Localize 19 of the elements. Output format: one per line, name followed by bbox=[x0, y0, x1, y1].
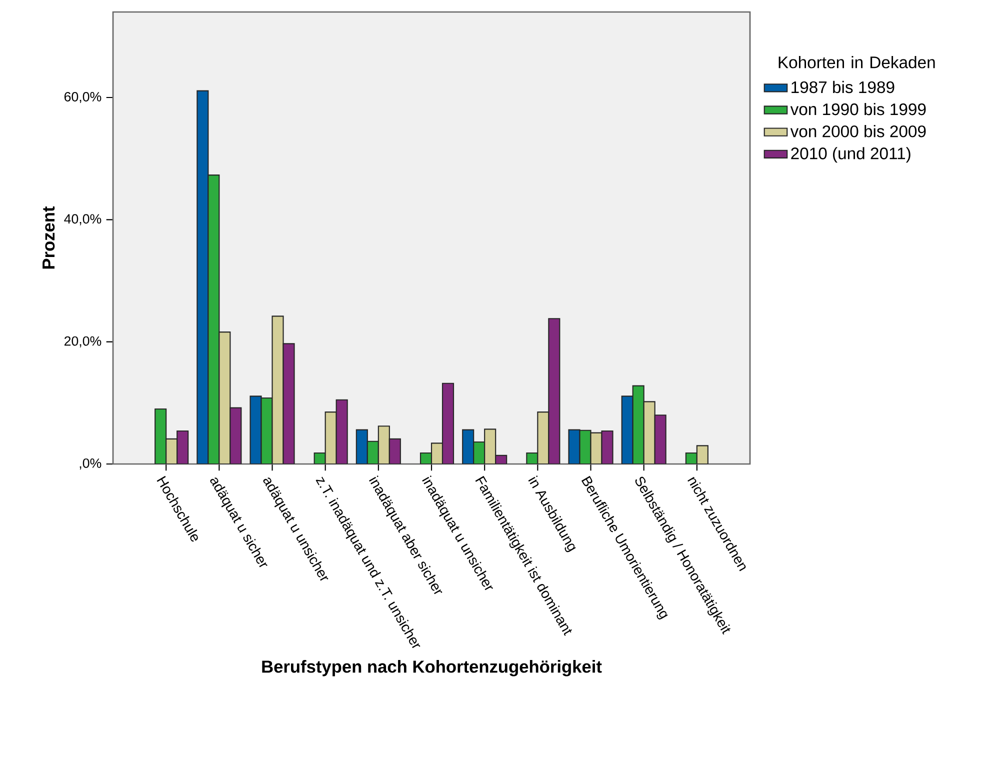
legend-title: Kohorten in Dekaden bbox=[778, 56, 935, 68]
y-tick-label: 60,0% bbox=[64, 92, 102, 104]
legend-label: 2010 (und 2011) bbox=[791, 147, 910, 163]
y-tick-label: ,0% bbox=[80, 458, 102, 470]
legend-label: 1987 bis 1989 bbox=[792, 80, 894, 94]
bar bbox=[208, 174, 220, 464]
bar bbox=[632, 385, 644, 464]
y-tick-label: 20,0% bbox=[64, 336, 102, 348]
y-axis-title: Prozent bbox=[42, 206, 55, 269]
y-tick-label: 40,0% bbox=[64, 214, 102, 226]
x-axis-title: Berufstypen nach Kohortenzugehörigkeit bbox=[262, 660, 602, 676]
bar bbox=[442, 382, 454, 464]
bar bbox=[548, 318, 560, 464]
bar bbox=[218, 332, 231, 464]
legend-label: von 1990 bis 1999 bbox=[790, 102, 926, 116]
bar bbox=[196, 90, 209, 464]
bar bbox=[621, 396, 634, 464]
bar bbox=[643, 401, 656, 464]
legend-label: von 2000 bis 2009 bbox=[790, 125, 926, 138]
